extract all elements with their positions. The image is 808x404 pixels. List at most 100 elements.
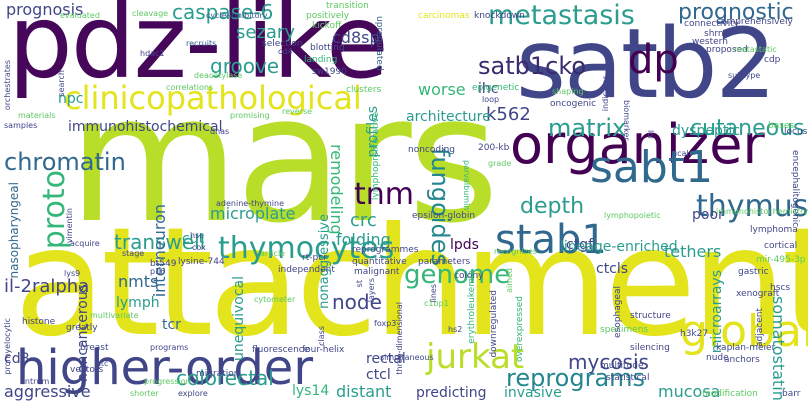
word: cd8 [4, 351, 30, 367]
word: breast [80, 343, 109, 353]
word: epigenetic [472, 83, 520, 93]
word: groove [210, 54, 280, 78]
word: mir-495-3p [756, 255, 806, 265]
word: lymph [116, 295, 160, 311]
word: p16 [150, 267, 166, 276]
word: cut [182, 231, 205, 247]
word: erythroleukemia [467, 270, 477, 344]
word: aggressive [4, 382, 91, 401]
word: folding [336, 230, 391, 249]
word: microarrays [709, 270, 725, 354]
word: recruits [186, 39, 217, 48]
word: pdz-like [8, 0, 389, 102]
word: immunohistochemistry [716, 207, 808, 216]
word: lymphoproliferative [371, 112, 381, 201]
word: npc [58, 91, 84, 107]
word: multivariate [90, 311, 139, 320]
word: tnm [354, 177, 414, 212]
word: programs [150, 343, 189, 352]
word: gastric [738, 267, 769, 277]
word: mucosa [658, 382, 721, 401]
word: clusters [346, 85, 382, 95]
word: quantitative [352, 257, 407, 267]
word: selection [262, 39, 303, 49]
word: cdp [764, 55, 781, 65]
word: orchestrates [3, 60, 12, 111]
word: class [317, 326, 326, 346]
word: indicator [601, 76, 610, 112]
word: hdac1 [140, 49, 165, 58]
word: upregulated [374, 16, 384, 71]
word: k562 [486, 104, 531, 125]
word: multitude [600, 361, 644, 371]
word: carcinomas [418, 11, 470, 21]
word: atc [96, 359, 109, 368]
word: greatly [66, 323, 98, 333]
word: positively [306, 11, 350, 21]
word: kaplan-meier [716, 343, 776, 353]
word: sabt1 [590, 142, 714, 193]
word: mars [68, 57, 499, 262]
word: chromatin [4, 148, 126, 176]
word: parvalbumin [462, 160, 471, 211]
word: ihc [478, 81, 499, 97]
word: vimentin [65, 208, 74, 244]
word: simultaneous [380, 353, 434, 362]
word: shaping [552, 87, 584, 96]
word: clinicopathological [64, 79, 362, 117]
word: colorectal [176, 366, 274, 390]
word: metastatic [734, 45, 777, 54]
word: prognosis [6, 0, 84, 19]
word: c1bp1 [424, 299, 449, 308]
word: adenine-thymine [216, 199, 285, 208]
word: microplate [210, 204, 296, 223]
word: structure [630, 311, 671, 321]
word: tethers [664, 242, 722, 261]
word: three-dimensional [395, 302, 404, 375]
word: statistical [606, 373, 650, 383]
word: epsilon-globin [412, 211, 476, 221]
word: metastasis [488, 0, 635, 31]
word: migration [196, 369, 240, 379]
word: vectors [70, 365, 104, 375]
word: xenograft [736, 289, 780, 299]
word: nasopharyngeal [7, 182, 21, 279]
word: cox [192, 243, 206, 252]
word: kickoff [312, 21, 342, 31]
word: ucal [672, 149, 689, 158]
word: cutaneous [690, 116, 805, 141]
word: thymocytes [218, 231, 395, 266]
word: cortical [764, 241, 798, 251]
word: antrum [20, 377, 50, 386]
word: grade [488, 159, 512, 168]
word: proposed [706, 45, 748, 55]
word: silencing [630, 343, 670, 353]
word: histone [22, 317, 56, 327]
word: samples [4, 121, 38, 130]
word: h3k27 [680, 329, 709, 339]
word: st [355, 280, 364, 288]
word: bases [768, 121, 795, 131]
word: noncoding [408, 145, 455, 155]
word: biomarker [622, 100, 631, 141]
word: anchors [724, 355, 760, 365]
word: rectal [366, 351, 406, 367]
word: oncogenic [550, 99, 597, 109]
word: ctcls [596, 261, 629, 277]
word: depth [520, 194, 585, 219]
word: lymphopoietic [604, 211, 661, 220]
word: comprehensively [716, 17, 793, 27]
word: transwell [114, 230, 206, 254]
word: il-2ralpha [4, 276, 90, 297]
word: specimens [600, 325, 649, 335]
word: architecture [406, 109, 491, 125]
word: shorter [130, 389, 159, 398]
word: reprograms [506, 364, 646, 392]
word: attachment [14, 196, 808, 370]
word: overexpressed [515, 296, 525, 362]
word: lpds [450, 237, 479, 253]
word: rt-pcr [302, 253, 327, 263]
word: dp [628, 37, 679, 83]
word: cytometer [254, 295, 296, 304]
word: loop [482, 95, 500, 104]
